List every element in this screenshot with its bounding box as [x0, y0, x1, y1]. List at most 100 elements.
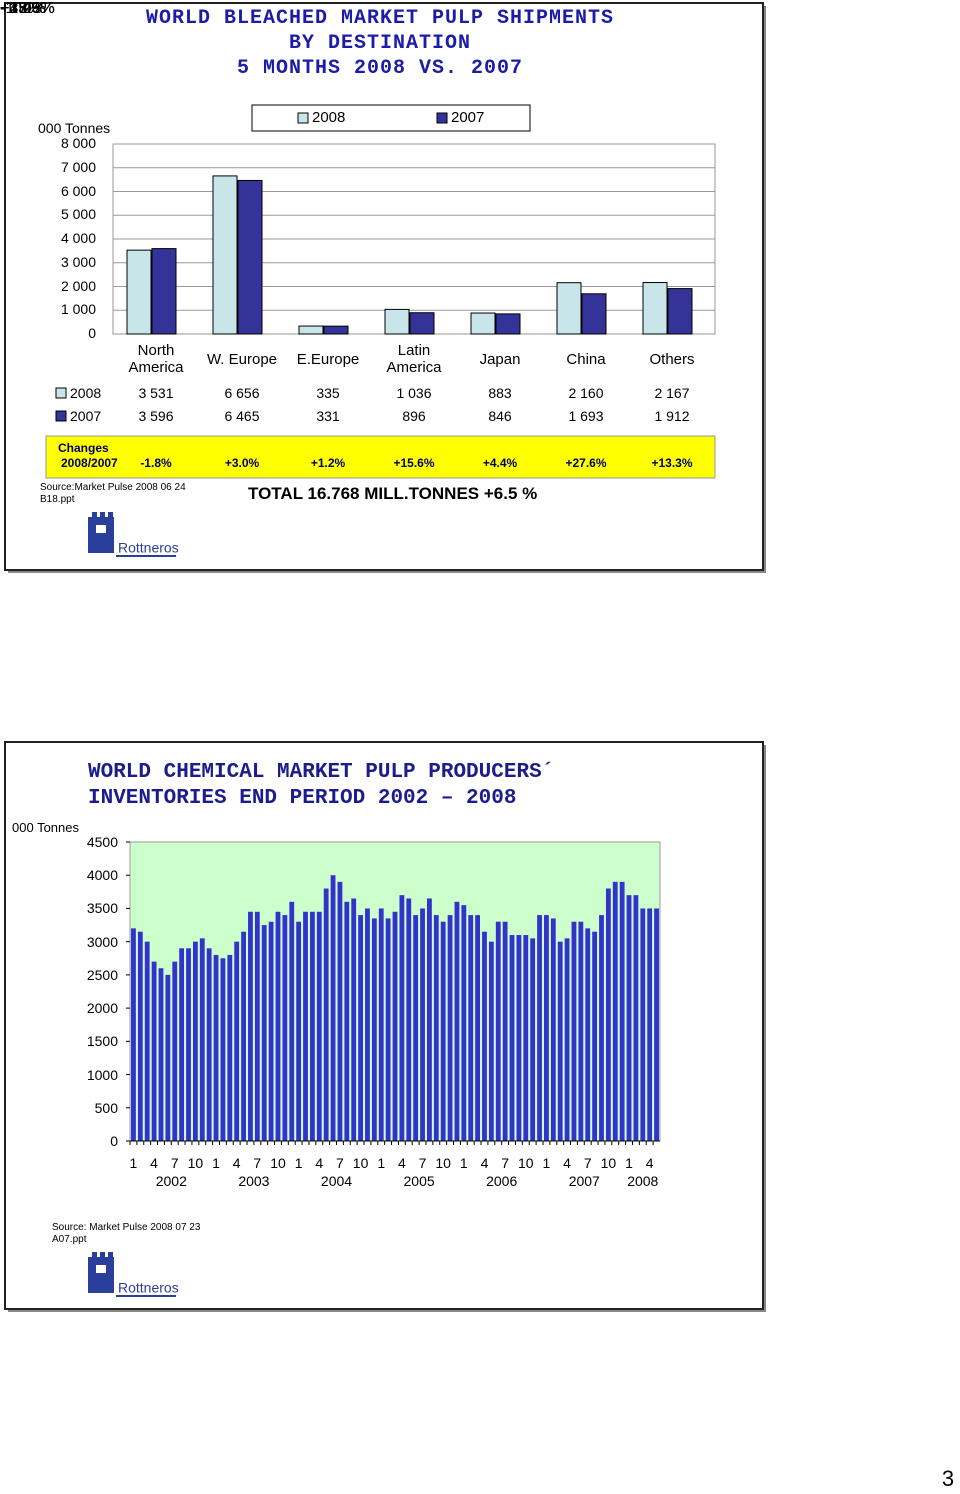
changes-box — [45, 435, 716, 479]
bar — [550, 918, 556, 1141]
bar — [585, 928, 591, 1141]
changes-value: -1.8% — [0, 0, 42, 17]
bar — [654, 908, 659, 1141]
bar — [126, 249, 152, 335]
data-table-value: 6 465 — [224, 408, 260, 424]
page-number: 3 — [942, 1466, 954, 1491]
changes-value: -1.8% — [140, 456, 172, 470]
bar — [212, 175, 238, 335]
x-tick-label: Others — [649, 350, 695, 368]
bar — [316, 911, 322, 1141]
bar — [298, 325, 324, 335]
bar — [206, 948, 212, 1141]
data-table-value: 331 — [316, 408, 340, 424]
changes-value: +27.6% — [565, 456, 607, 470]
y-tick-label: 1 000 — [60, 301, 96, 318]
chart-title: WORLD CHEMICAL MARKET PULP PRODUCERS´ — [88, 761, 555, 784]
x-tick-label: 1 — [212, 1155, 220, 1171]
bar — [581, 293, 607, 335]
bar — [289, 901, 295, 1141]
changes-value: +1.2% — [0, 0, 46, 17]
y-tick-label: 8 000 — [60, 135, 96, 151]
bar — [516, 935, 522, 1141]
bar — [192, 941, 198, 1141]
bar — [482, 931, 487, 1141]
bar — [427, 898, 432, 1141]
x-tick-label: 4 — [397, 1155, 406, 1171]
bar — [234, 941, 240, 1141]
chart-title: WORLD BLEACHED MARKET PULP SHIPMENTS — [145, 7, 615, 30]
bar — [131, 928, 136, 1141]
x-tick-label: 1 — [129, 1155, 138, 1171]
bar — [523, 935, 529, 1141]
bar — [323, 888, 329, 1141]
changes-value: +13.3% — [651, 456, 693, 470]
bar — [592, 931, 598, 1141]
changes-value: +4.4% — [482, 456, 518, 470]
data-table-value: 335 — [316, 385, 340, 401]
chart-title: 5 MONTHS 2008 VS. 2007 — [236, 57, 524, 80]
data-table-value: 1 036 — [396, 385, 432, 401]
bar — [413, 915, 419, 1141]
bar — [261, 925, 267, 1141]
bar — [248, 911, 253, 1141]
bar — [556, 282, 582, 335]
x-group-label: 2003 — [238, 1173, 270, 1189]
bar — [571, 921, 577, 1141]
x-group-label: 2005 — [403, 1173, 435, 1189]
bar — [399, 895, 405, 1141]
x-tick-label: 10 — [187, 1155, 204, 1171]
x-tick-label: 1 — [377, 1155, 386, 1171]
y-tick-label: 6 000 — [60, 182, 96, 199]
x-tick-label: E.Europe — [296, 350, 360, 368]
bar — [470, 312, 496, 335]
bar — [392, 911, 398, 1141]
x-tick-label: 10 — [517, 1155, 534, 1171]
data-table-value: 2 160 — [568, 385, 604, 401]
data-table-value: 3 596 — [138, 408, 174, 424]
logo-icon — [88, 512, 176, 557]
bar — [220, 958, 226, 1141]
data-table-value: 883 — [488, 385, 512, 401]
bar — [647, 908, 653, 1141]
bar — [578, 921, 584, 1141]
x-group-label: 2004 — [320, 1173, 353, 1189]
y-tick-label: 4000 — [86, 867, 118, 884]
bar — [384, 308, 410, 335]
bar — [358, 915, 363, 1141]
y-tick-label: 2 000 — [60, 277, 96, 294]
bar — [495, 921, 501, 1141]
table-row-label: 2007 — [70, 408, 102, 424]
legend-label: 2007 — [451, 109, 485, 126]
x-tick-label: Latin America — [386, 342, 442, 376]
y-tick-label: 3 000 — [60, 253, 96, 270]
bar — [468, 915, 474, 1141]
x-tick-label: 4 — [150, 1155, 158, 1171]
bar — [385, 918, 391, 1141]
y-tick-label: 2500 — [86, 966, 118, 983]
x-group-label: 2006 — [486, 1173, 518, 1189]
bar — [612, 881, 618, 1141]
logo-text: Rottneros — [118, 1280, 179, 1296]
source-note: Source: Market Pulse 2008 07 23 A07.ppt — [52, 1222, 201, 1245]
x-tick-label: 1 — [625, 1155, 633, 1171]
bar — [151, 961, 157, 1141]
y-tick-label: 0 — [110, 1133, 118, 1149]
bar — [365, 908, 370, 1141]
bar — [454, 901, 460, 1141]
bar — [227, 954, 233, 1141]
legend-box — [251, 104, 531, 132]
bar — [371, 918, 377, 1141]
bar — [309, 911, 315, 1141]
x-tick-label: 4 — [315, 1155, 324, 1171]
changes-label: 2008/2007 — [61, 456, 118, 470]
x-tick-label: 7 — [253, 1155, 262, 1171]
x-tick-label: 1 — [459, 1155, 468, 1171]
x-group-label: 2008 — [627, 1173, 659, 1189]
x-tick-label: 7 — [170, 1155, 179, 1171]
bar — [461, 905, 467, 1141]
y-axis-label: 000 Tonnes — [12, 820, 79, 835]
x-tick-label: 4 — [563, 1155, 571, 1171]
y-tick-label: 500 — [94, 1099, 118, 1116]
bar — [351, 898, 357, 1141]
